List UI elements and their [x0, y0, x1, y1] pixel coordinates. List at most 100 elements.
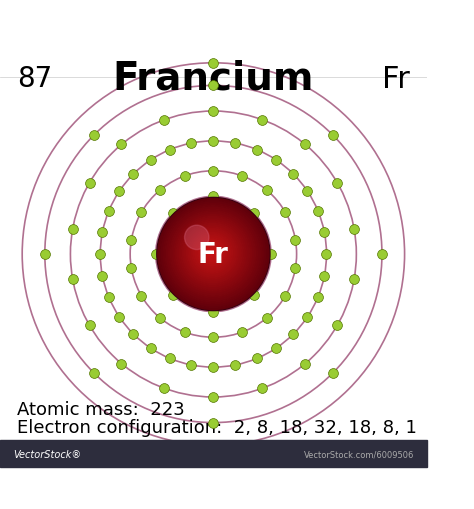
- Circle shape: [181, 222, 244, 285]
- Point: [161, 384, 168, 392]
- Point: [41, 250, 49, 259]
- Point: [137, 292, 145, 300]
- Circle shape: [195, 237, 228, 270]
- Point: [378, 250, 386, 259]
- Point: [292, 236, 299, 244]
- Point: [320, 229, 328, 237]
- Point: [166, 355, 174, 363]
- Point: [232, 361, 239, 369]
- Point: [258, 384, 266, 392]
- Circle shape: [184, 225, 209, 250]
- Point: [210, 167, 217, 176]
- Point: [210, 280, 217, 289]
- Point: [304, 313, 311, 321]
- Circle shape: [193, 235, 230, 272]
- Text: Electron configuration:  2, 8, 18, 32, 18, 8, 1: Electron configuration: 2, 8, 18, 32, 18…: [17, 418, 417, 436]
- Circle shape: [204, 245, 219, 260]
- Point: [320, 272, 328, 280]
- Circle shape: [186, 228, 238, 279]
- Circle shape: [190, 231, 234, 275]
- Circle shape: [202, 244, 221, 262]
- Circle shape: [176, 217, 250, 291]
- Point: [210, 393, 217, 401]
- Circle shape: [157, 198, 270, 311]
- Point: [250, 291, 258, 299]
- Point: [86, 322, 93, 330]
- Circle shape: [178, 219, 248, 289]
- Point: [69, 275, 76, 284]
- Circle shape: [179, 220, 246, 287]
- Text: 87: 87: [17, 65, 52, 93]
- Circle shape: [160, 201, 267, 308]
- Point: [333, 179, 341, 187]
- Point: [250, 210, 258, 218]
- Point: [301, 141, 309, 149]
- Point: [267, 250, 275, 259]
- Point: [263, 314, 271, 322]
- Point: [210, 193, 217, 201]
- Point: [210, 137, 217, 146]
- Circle shape: [210, 251, 213, 254]
- Point: [116, 313, 123, 321]
- Point: [105, 207, 113, 215]
- Circle shape: [170, 212, 255, 296]
- Point: [238, 173, 246, 181]
- Point: [253, 355, 260, 363]
- Bar: [0, 440, 427, 467]
- Circle shape: [172, 213, 254, 295]
- Point: [210, 333, 217, 342]
- Point: [282, 292, 289, 300]
- Point: [188, 140, 195, 148]
- Circle shape: [183, 224, 242, 283]
- Point: [210, 308, 217, 316]
- Point: [99, 272, 106, 280]
- Text: Fr: Fr: [198, 241, 229, 268]
- Point: [350, 275, 358, 284]
- Text: VectorStock.com/6009506: VectorStock.com/6009506: [304, 449, 414, 458]
- Point: [238, 328, 246, 336]
- Circle shape: [185, 226, 240, 281]
- Circle shape: [192, 233, 232, 273]
- Point: [210, 419, 217, 427]
- Point: [152, 250, 160, 259]
- Point: [304, 188, 311, 196]
- Circle shape: [167, 208, 259, 300]
- Point: [314, 294, 322, 302]
- Point: [99, 229, 106, 237]
- Point: [210, 363, 217, 372]
- Point: [128, 265, 135, 273]
- Point: [210, 220, 217, 229]
- Text: VectorStock®: VectorStock®: [13, 448, 81, 459]
- Circle shape: [163, 205, 263, 304]
- Point: [156, 187, 164, 195]
- Point: [273, 157, 280, 165]
- Point: [282, 209, 289, 217]
- Circle shape: [206, 247, 217, 258]
- Point: [350, 225, 358, 234]
- Circle shape: [158, 199, 269, 310]
- Point: [232, 140, 239, 148]
- Point: [181, 328, 189, 336]
- Point: [129, 330, 137, 338]
- Point: [290, 171, 297, 179]
- Text: Francium: Francium: [113, 60, 314, 97]
- Circle shape: [199, 240, 225, 266]
- Point: [210, 108, 217, 116]
- Circle shape: [201, 242, 223, 264]
- Circle shape: [165, 206, 261, 302]
- Point: [161, 117, 168, 125]
- Point: [292, 265, 299, 273]
- Point: [118, 360, 125, 368]
- Point: [147, 157, 155, 165]
- Point: [273, 344, 280, 352]
- Point: [128, 236, 135, 244]
- Point: [91, 131, 98, 139]
- Point: [169, 210, 176, 218]
- Point: [301, 360, 309, 368]
- Point: [147, 344, 155, 352]
- Point: [188, 361, 195, 369]
- Text: Atomic mass:  223: Atomic mass: 223: [17, 400, 185, 418]
- Point: [156, 314, 164, 322]
- Circle shape: [188, 230, 237, 277]
- Circle shape: [208, 249, 215, 257]
